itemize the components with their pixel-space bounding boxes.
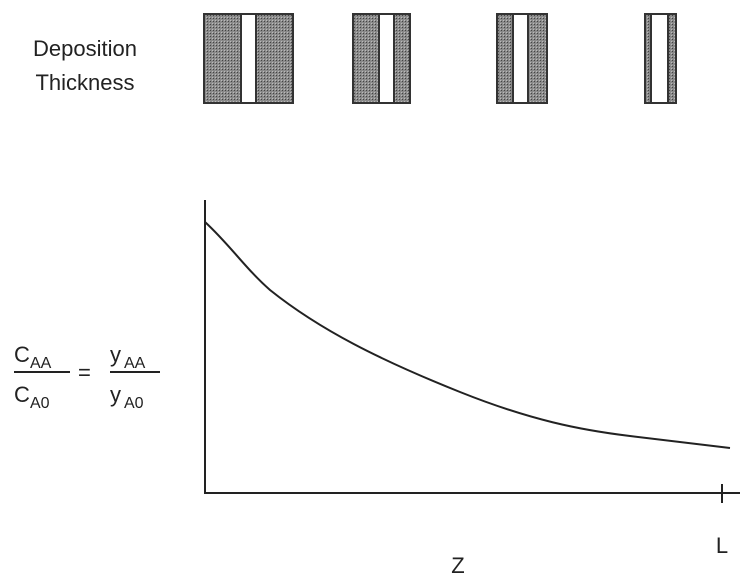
y-axis-label: C AA C A0 = y AA y A0: [14, 342, 160, 412]
concentration-curve: [204, 221, 731, 449]
fraction-base: y: [110, 342, 121, 367]
equals-sign: =: [78, 360, 91, 385]
x-axis-label: Z: [451, 553, 464, 577]
deposition-label: Thickness: [35, 70, 134, 95]
fraction-base: C: [14, 342, 30, 367]
fraction-sub: A0: [30, 395, 50, 412]
deposit-sections: [203, 13, 677, 104]
fraction-base: C: [14, 382, 30, 407]
axes: [204, 200, 740, 503]
x-tick-label: L: [716, 533, 728, 558]
deposition-label: Deposition: [33, 36, 137, 61]
fraction-sub: AA: [124, 355, 146, 372]
fraction-sub: AA: [30, 355, 52, 372]
fraction-sub: A0: [124, 395, 144, 412]
fraction-base: y: [110, 382, 121, 407]
